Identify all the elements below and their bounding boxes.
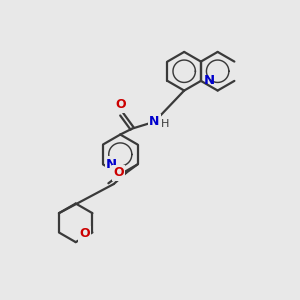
Text: O: O [113,166,124,179]
Text: H: H [161,119,170,129]
Text: N: N [106,158,117,171]
Text: O: O [80,227,90,241]
Text: N: N [204,74,215,87]
Text: O: O [115,98,126,111]
Text: N: N [149,115,160,128]
